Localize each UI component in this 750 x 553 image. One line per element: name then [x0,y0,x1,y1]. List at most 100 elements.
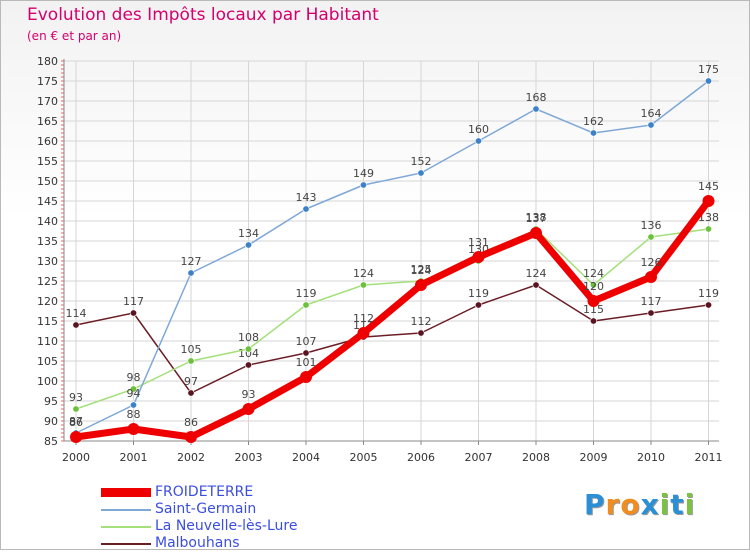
y-tick-label: 130 [37,255,58,268]
data-point [357,327,370,339]
x-tick-label: 2003 [235,451,263,464]
data-point [245,361,253,369]
data-point [645,271,657,283]
data-label: 119 [698,287,719,300]
data-point [187,357,195,365]
data-point [245,241,253,249]
data-label: 119 [468,287,489,300]
data-label: 164 [641,107,662,120]
data-point [530,227,542,239]
data-point [130,309,138,317]
legend-label-la-neuvelle: La Neuvelle-lès-Lure [155,518,298,534]
y-tick-label: 95 [44,395,58,408]
data-point [417,169,425,177]
data-point [417,329,425,337]
y-tick-label: 120 [37,295,58,308]
data-label: 124 [411,264,432,277]
logo-letter: x [640,488,660,521]
data-point [70,431,82,443]
data-point [647,309,655,317]
y-tick-label: 170 [37,95,58,108]
y-tick-label: 145 [37,195,58,208]
data-label: 131 [468,236,489,249]
data-label: 137 [526,212,547,225]
y-tick-label: 110 [37,335,58,348]
data-label: 124 [353,267,374,280]
data-label: 149 [353,167,374,180]
data-point [532,105,540,113]
data-point [130,385,138,393]
data-label: 93 [242,388,256,401]
logo-letter: o [620,488,641,521]
chart-subtitle: (en € et par an) [27,29,122,43]
x-tick-label: 2011 [695,451,723,464]
data-point [187,269,195,277]
x-tick-label: 2008 [522,451,550,464]
proxiti-logo: Proxiti [584,488,695,521]
data-point [359,281,367,289]
x-tick-label: 2001 [120,451,148,464]
series-line [72,197,712,441]
legend-swatch-saint-germain [101,509,151,511]
y-tick-label: 165 [37,115,58,128]
data-point [704,225,712,233]
data-label: 143 [296,191,317,204]
data-point [187,389,195,397]
logo-letter: i [684,488,696,521]
data-point [302,301,310,309]
data-point [704,301,712,309]
data-point [359,181,367,189]
x-tick-label: 2006 [407,451,435,464]
y-tick-label: 125 [37,275,58,288]
y-tick-label: 135 [37,235,58,248]
y-tick-label: 100 [37,375,58,388]
data-label: 107 [296,335,317,348]
data-label: 127 [181,255,202,268]
data-label: 120 [583,280,604,293]
data-point [127,423,140,435]
data-label: 175 [698,63,719,76]
data-label: 114 [66,307,87,320]
y-tick-label: 140 [37,215,58,228]
data-label: 112 [353,312,374,325]
data-label: 88 [127,408,141,421]
data-point [474,301,482,309]
data-point [472,251,485,263]
legend-label-saint-germain: Saint-Germain [155,501,257,517]
y-tick-label: 150 [37,175,58,188]
chart-title: Evolution des Impôts locaux par Habitant [27,5,379,25]
logo-letter: t [670,488,685,521]
data-label: 125 [411,263,432,276]
data-point [587,295,600,307]
data-label: 117 [641,295,662,308]
data-label: 124 [526,267,547,280]
data-label: 117 [123,295,144,308]
data-point [72,321,80,329]
y-tick-label: 115 [37,315,58,328]
data-label: 124 [583,267,604,280]
data-point [242,403,255,415]
x-tick-label: 2010 [637,451,665,464]
data-point [702,195,715,207]
data-point [647,233,655,241]
data-point [415,279,427,291]
legend-swatch-froideterre [101,488,151,497]
data-label: 138 [698,211,719,224]
y-tick-label: 175 [37,75,58,88]
data-label: 101 [296,356,317,369]
data-label: 162 [583,115,604,128]
data-label: 126 [641,256,662,269]
legend-label-froideterre: FROIDETERRE [155,484,254,500]
data-point [300,371,312,383]
data-label: 160 [468,123,489,136]
data-label: 105 [181,343,202,356]
logo-letter: r [605,488,621,521]
data-point [589,129,597,137]
y-tick-label: 85 [44,435,58,448]
data-point [647,121,655,129]
legend-swatch-la-neuvelle [101,526,151,528]
x-tick-label: 2004 [292,451,320,464]
x-tick-label: 2002 [177,451,205,464]
series-line [75,284,710,394]
